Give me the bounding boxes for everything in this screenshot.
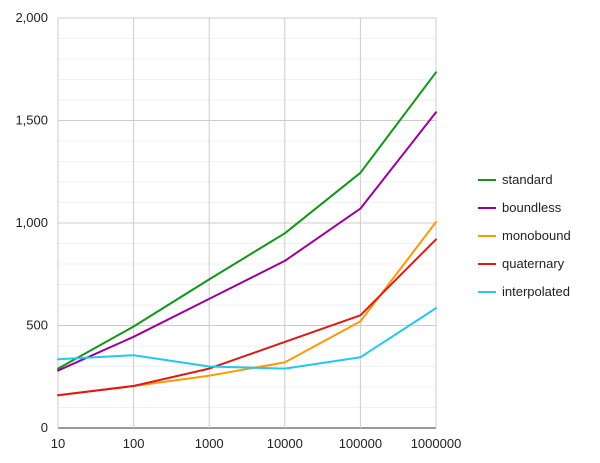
legend-label: boundless [502, 200, 562, 215]
x-tick-label: 1000 [195, 436, 224, 451]
legend-item-quaternary[interactable]: quaternary [478, 256, 565, 271]
gridlines [57, 17, 437, 429]
series-lines [57, 71, 437, 397]
x-tick-label: 100000 [339, 436, 382, 451]
legend: standard boundless monobound quaternary inte… [478, 172, 571, 299]
y-tick-label: 2,000 [15, 10, 48, 25]
legend-item-monobound[interactable]: monobound [478, 228, 571, 243]
y-axis-tick-labels: 0 500 1,000 1,500 2,000 [15, 10, 48, 435]
series-line-boundless [57, 111, 437, 372]
series-line-standard [57, 71, 437, 370]
series-line-quaternary [57, 238, 437, 397]
y-tick-label: 0 [41, 420, 48, 435]
legend-label: interpolated [502, 284, 570, 299]
legend-label: monobound [502, 228, 571, 243]
x-tick-label: 1000000 [411, 436, 462, 451]
legend-item-interpolated[interactable]: interpolated [478, 284, 570, 299]
x-tick-label: 10 [51, 436, 65, 451]
y-tick-label: 500 [26, 318, 48, 333]
y-tick-label: 1,500 [15, 113, 48, 128]
legend-label: standard [502, 172, 553, 187]
x-tick-label: 100 [123, 436, 145, 451]
y-tick-label: 1,000 [15, 215, 48, 230]
legend-item-standard[interactable]: standard [478, 172, 553, 187]
x-axis-tick-labels: 10 100 1000 10000 100000 1000000 [51, 436, 462, 451]
x-tick-label: 10000 [267, 436, 303, 451]
series-line-interpolated [57, 307, 437, 370]
legend-item-boundless[interactable]: boundless [478, 200, 562, 215]
legend-label: quaternary [502, 256, 565, 271]
